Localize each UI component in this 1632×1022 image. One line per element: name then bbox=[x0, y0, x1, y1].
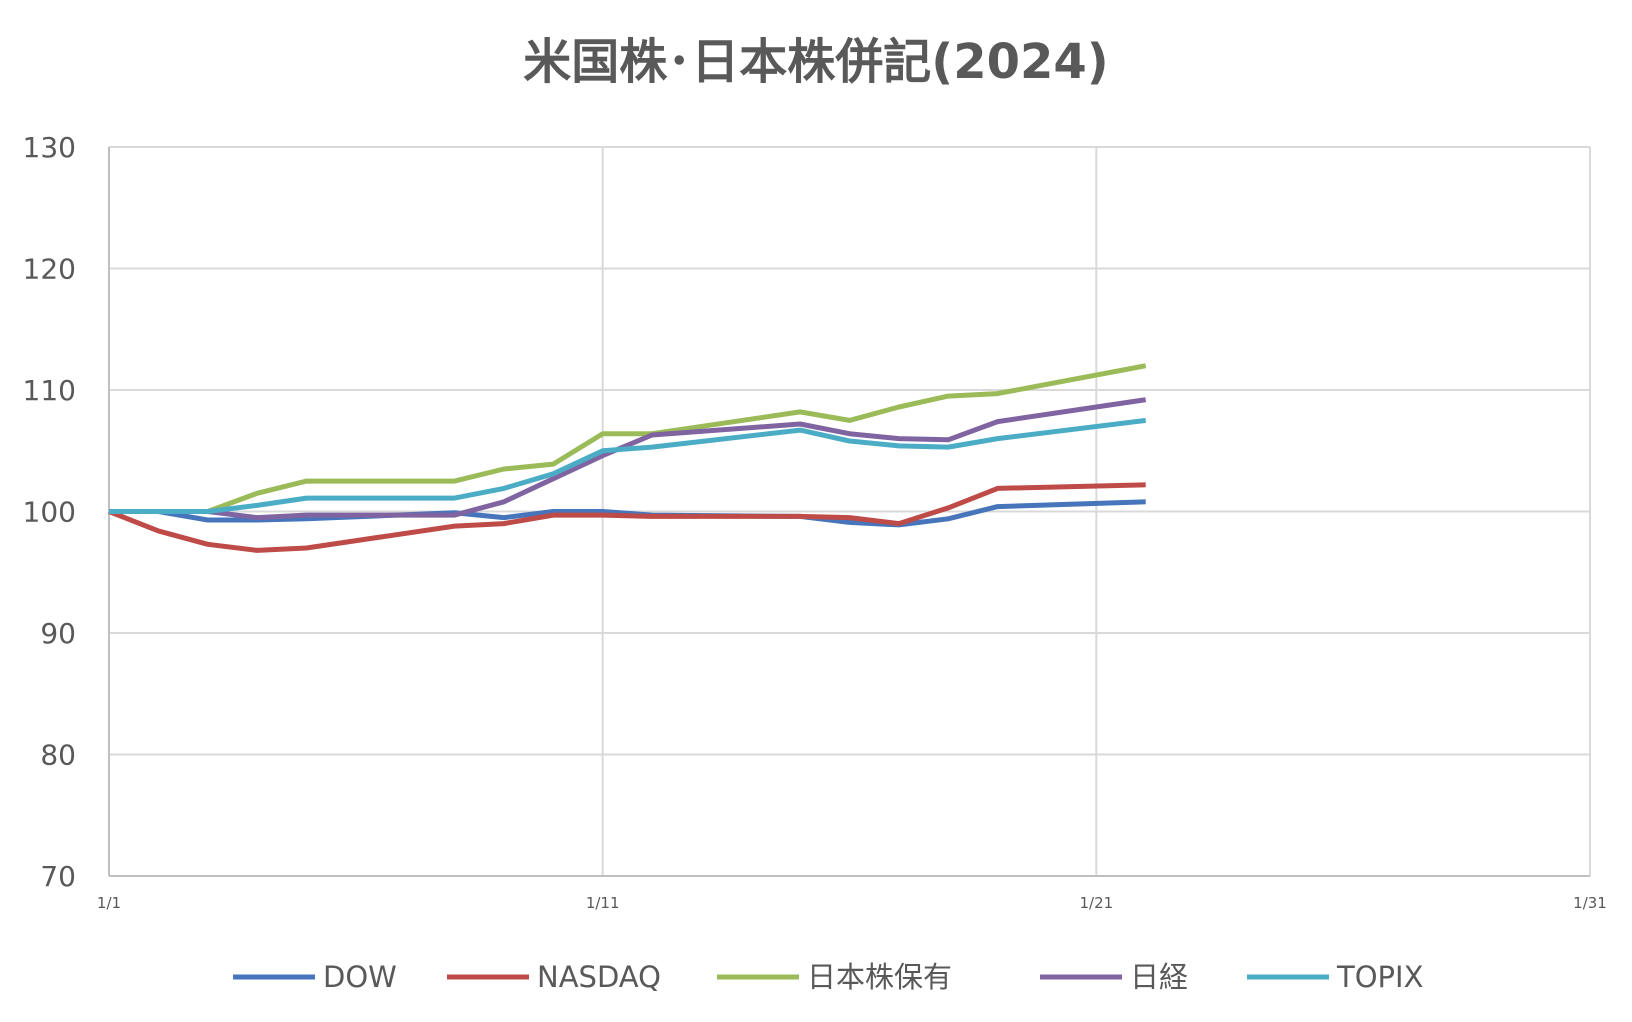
x-axis: 1/1 1/11 1/21 1/31 bbox=[97, 894, 1607, 912]
series-line-3 bbox=[109, 397, 1147, 521]
x-tick-label: 1/11 bbox=[586, 894, 620, 912]
legend-label: 日本株保有 bbox=[807, 960, 952, 994]
series-line-1 bbox=[108, 482, 1146, 553]
x-tick-label: 1/21 bbox=[1079, 894, 1113, 912]
y-axis: 70 80 90 100 110 120 130 bbox=[23, 131, 76, 893]
legend-label: TOPIX bbox=[1336, 960, 1423, 994]
y-tick-label: 90 bbox=[40, 617, 76, 650]
series-line-4 bbox=[109, 417, 1147, 514]
y-tick-label: 110 bbox=[23, 374, 76, 407]
legend-label: NASDAQ bbox=[537, 960, 661, 994]
legend-label: 日経 bbox=[1130, 960, 1188, 994]
x-tick-label: 1/1 bbox=[97, 894, 121, 912]
x-tick-label: 1/31 bbox=[1573, 894, 1607, 912]
legend: DOW NASDAQ 日本株保有 日経 TOPIX bbox=[233, 960, 1423, 994]
series-lines bbox=[108, 363, 1147, 553]
series-line-0 bbox=[109, 499, 1146, 528]
chart-title: 米国株･日本株併記(2024) bbox=[523, 34, 1108, 90]
y-tick-label: 80 bbox=[40, 739, 76, 772]
y-tick-label: 120 bbox=[23, 253, 76, 286]
y-tick-label: 100 bbox=[23, 496, 76, 529]
gridlines bbox=[108, 146, 1591, 877]
legend-label: DOW bbox=[323, 960, 397, 994]
y-tick-label: 130 bbox=[23, 131, 76, 164]
y-tick-label: 70 bbox=[40, 860, 76, 893]
series-line-2 bbox=[109, 363, 1147, 514]
